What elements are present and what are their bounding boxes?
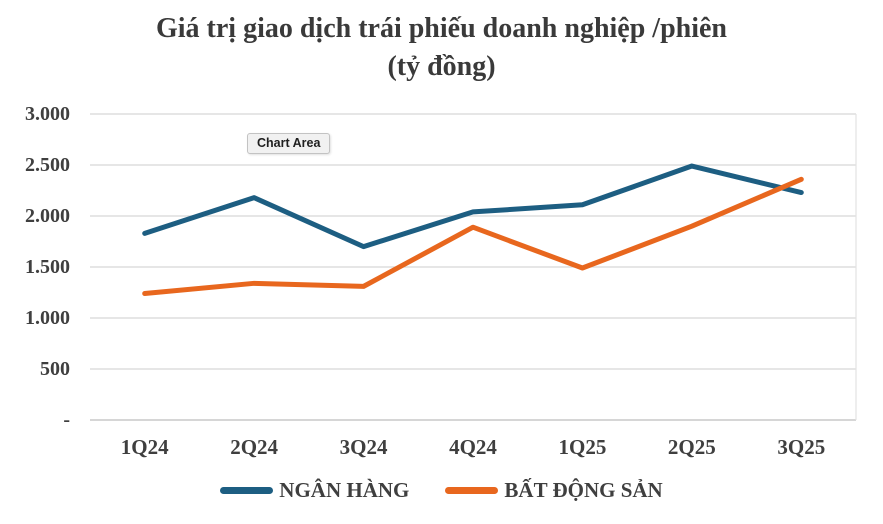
chart-subtitle: (tỷ đồng) [387,51,496,82]
legend-item-bat-dong-san[interactable]: BẤT ĐỘNG SẢN [445,478,663,503]
legend: NGÂN HÀNG BẤT ĐỘNG SẢN [0,478,883,503]
legend-item-ngan-hang[interactable]: NGÂN HÀNG [220,478,409,503]
y-axis-label: 1.000 [25,307,70,329]
series-line-bat-dong-san[interactable] [142,176,804,297]
x-axis-label-3q25: 3Q25 [777,435,826,459]
x-axis-label-4q24: 4Q24 [449,435,497,459]
x-axis-label-2q24: 2Q24 [230,435,279,459]
y-axis-label: - [63,409,70,431]
y-axis-label: 2.500 [25,154,70,176]
x-axis-label-1q25: 1Q25 [558,435,607,459]
y-axis-label: 500 [40,358,70,380]
y-axis-label: 1.500 [25,256,70,278]
chart-title: Giá trị giao dịch trái phiếu doanh nghiệ… [155,13,728,44]
legend-label: BẤT ĐỘNG SẢN [504,478,663,502]
y-axis-label: 3.000 [25,103,70,125]
x-axis-label-3q24: 3Q24 [339,435,388,459]
series-line-ngan-hang[interactable] [142,163,804,250]
legend-line-marker [445,487,499,494]
legend-line-marker [220,487,274,494]
legend-label: NGÂN HÀNG [279,478,410,502]
gridlines [90,113,857,421]
y-axis-label: 2.000 [25,205,70,227]
chart-area-tooltip: Chart Area [247,133,331,154]
x-axis-label-1q24: 1Q24 [120,435,169,459]
x-axis-label-2q25: 2Q25 [667,435,716,459]
